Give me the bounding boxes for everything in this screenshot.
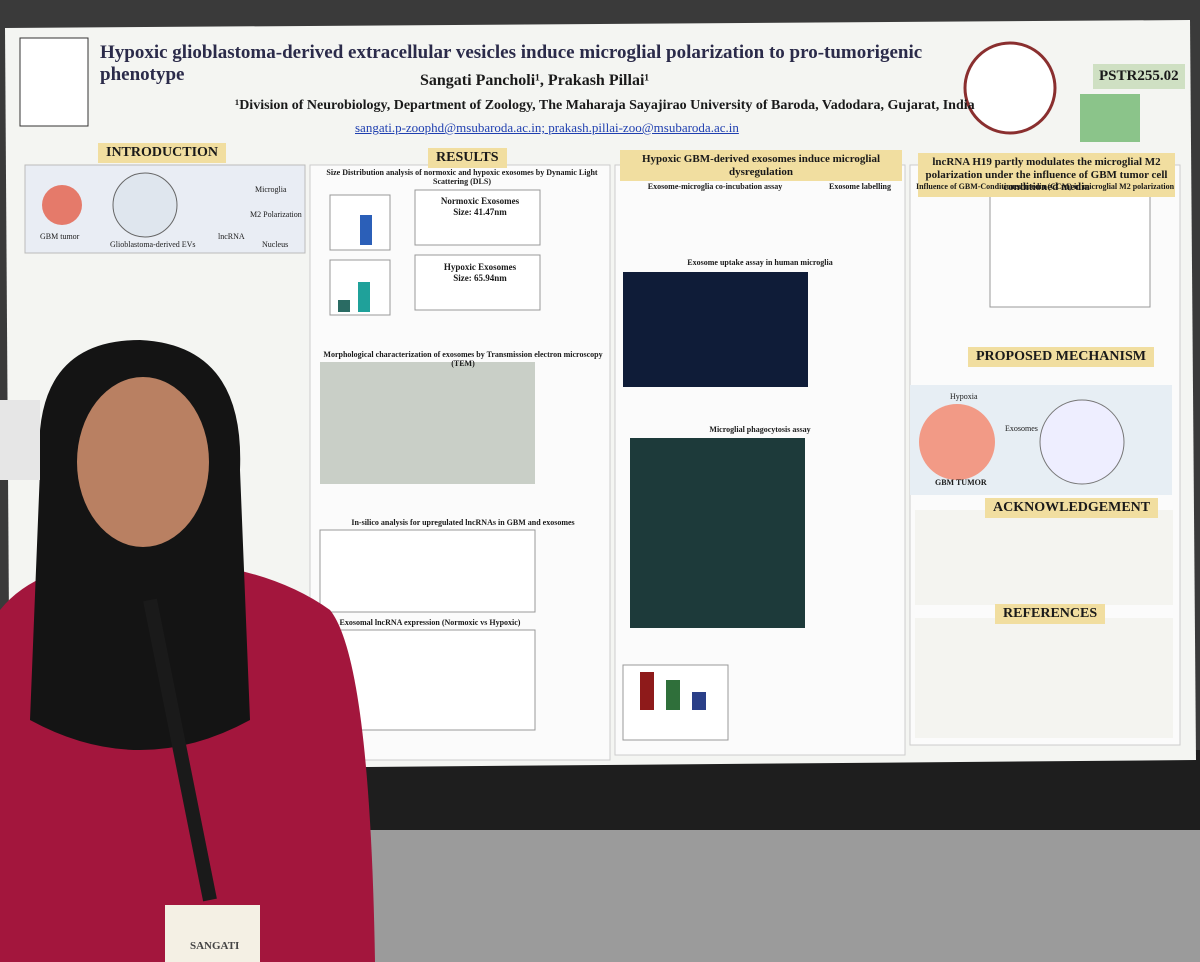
figure-label: Glioblastoma-derived EVs [110, 240, 196, 249]
subheading: Exosome-microglia co-incubation assay [647, 182, 783, 191]
uptake-image [623, 272, 808, 387]
dls-label: Size: 65.94nm [453, 273, 507, 283]
logo-left [19, 37, 89, 127]
bar [666, 680, 680, 710]
dls-label: Hypoxic Exosomes [443, 262, 517, 272]
subheading: Size Distribution analysis of normoxic a… [326, 168, 598, 187]
poster-id: PSTR255.02 [1093, 64, 1185, 90]
side-sign [0, 400, 40, 480]
bar [360, 215, 372, 245]
figure-label: lncRNA [218, 232, 245, 241]
no-photo-icon [1080, 94, 1140, 142]
dls-label: Size: 41.47nm [453, 207, 507, 217]
section-heading: REFERENCES [995, 604, 1106, 625]
subheading: Microglial phagocytosis assay [709, 425, 811, 434]
chart-d [414, 254, 541, 311]
subheading: Exosome uptake assay in human microglia [687, 258, 833, 267]
figure-label: M2 Polarization [250, 210, 302, 219]
badge-name: SANGATI [190, 940, 240, 952]
subheading: Influence of GBM-Conditioned media (CCM)… [915, 182, 1175, 191]
poster-title: Hypoxic glioblastoma-derived extracellul… [100, 42, 923, 85]
subheading: Exosome labelling [828, 182, 891, 191]
m2-chart [989, 194, 1151, 308]
bar [692, 692, 706, 710]
figure-label: GBM TUMOR [935, 478, 987, 487]
tumor-cell [919, 404, 995, 480]
authors: Sangati Pancholi¹, Prakash Pillai¹ [420, 72, 650, 89]
subheading: Exosomal lncRNA expression (Normoxic vs … [339, 618, 521, 627]
figure-label: Hypoxia [950, 392, 978, 401]
section-heading: ACKNOWLEDGEMENT [985, 498, 1159, 519]
affiliation: ¹Division of Neurobiology, Department of… [235, 98, 975, 113]
bar [640, 672, 654, 710]
section-heading: RESULTS [428, 148, 507, 169]
figure-label: Exosomes [1005, 424, 1038, 433]
section-heading: Hypoxic GBM-derived exosomes induce micr… [620, 150, 902, 182]
dls-label: Normoxic Exosomes [440, 196, 520, 206]
chart-c [414, 189, 541, 246]
logo-right [963, 41, 1057, 135]
phagocytosis-image [630, 438, 805, 628]
section-heading: PROPOSED MECHANISM [968, 347, 1154, 368]
bar [358, 282, 370, 312]
section-heading: lncRNA H19 partly modulates the microgli… [918, 153, 1175, 197]
emails: sangati.p-zoophd@msubaroda.ac.in; prakas… [355, 120, 739, 135]
tumor-icon [42, 185, 82, 225]
lanyard [143, 598, 217, 902]
ev-icon [112, 172, 178, 238]
subheading: Morphological characterization of exosom… [323, 350, 603, 369]
face [77, 377, 209, 547]
figure-label: Microglia [255, 185, 287, 194]
figure-label: GBM tumor [40, 232, 80, 241]
figure-label: Nucleus [262, 240, 289, 249]
bar [338, 300, 350, 312]
badge [165, 905, 260, 962]
acknowledgement-text [915, 510, 1173, 605]
tem-images [320, 362, 535, 484]
subheading: In-silico analysis for upregulated lncRN… [351, 518, 575, 527]
section-heading: INTRODUCTION [98, 143, 227, 164]
insilico-boxplots [319, 529, 536, 613]
microglia-cell [1039, 399, 1125, 485]
references-text [915, 618, 1173, 738]
